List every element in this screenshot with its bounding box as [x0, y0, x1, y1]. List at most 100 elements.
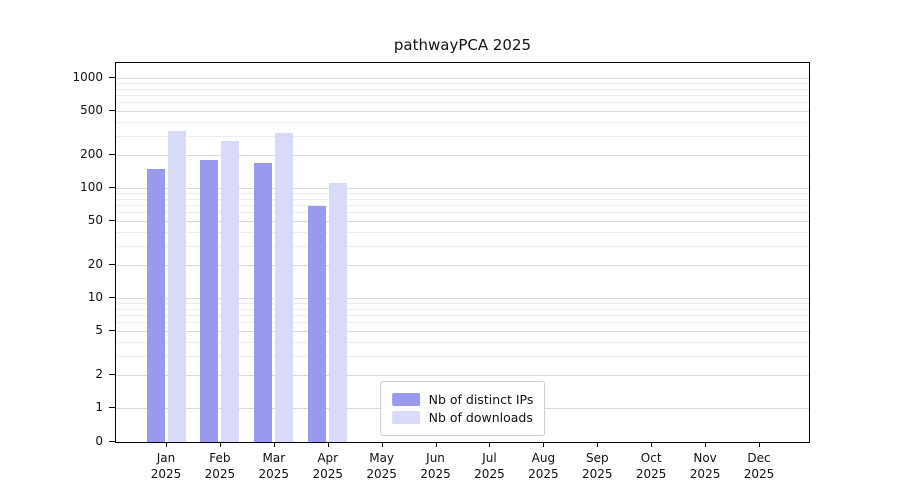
y-tick-mark [109, 263, 115, 265]
gridline-minor [116, 193, 809, 195]
x-tick-label: Jun 2025 [404, 450, 468, 482]
x-tick-label: Feb 2025 [188, 450, 252, 482]
x-tick-label: Dec 2025 [727, 450, 791, 482]
gridline-major [116, 331, 809, 333]
y-tick-label: 5 [95, 323, 103, 338]
gridline-minor [116, 88, 809, 90]
x-tick-month: Nov [693, 451, 717, 465]
x-tick-month: Aug [531, 451, 556, 465]
y-tick-label: 10 [87, 290, 103, 304]
plot-area: Nb of distinct IPs Nb of downloads [115, 62, 810, 443]
y-tick-label: 0 [95, 434, 103, 448]
gridline-minor [116, 95, 809, 97]
x-tick-year: 2025 [204, 467, 236, 481]
x-tick-label: Mar 2025 [242, 450, 306, 482]
x-tick-year: 2025 [312, 467, 343, 481]
x-tick-year: 2025 [635, 467, 667, 481]
gridline-minor [116, 315, 809, 317]
gridline-major [116, 78, 809, 79]
x-tick-year: 2025 [420, 467, 451, 481]
x-tick-mark [651, 443, 653, 447]
gridline-minor [116, 355, 809, 357]
y-tick-mark [109, 153, 115, 155]
y-tick-mark [109, 330, 115, 332]
gridline-major [116, 221, 809, 223]
gridline-major [116, 154, 809, 156]
y-tick-mark [109, 187, 115, 188]
y-tick-mark [109, 407, 115, 408]
y-tick-label: 20 [87, 256, 103, 271]
y-tick-label: 500 [80, 103, 103, 118]
gridline-minor [116, 245, 809, 247]
x-tick-label: Jan 2025 [134, 450, 198, 482]
x-tick-label: Aug 2025 [511, 450, 575, 482]
legend-entry: Nb of downloads [391, 410, 534, 425]
x-tick-label: May 2025 [350, 450, 414, 482]
x-tick-year: 2025 [474, 467, 505, 481]
y-tick-label: 50 [87, 213, 103, 228]
x-tick-month: Feb [209, 451, 231, 465]
bar-nb-of-distinct-ips-apr [308, 206, 327, 442]
gridline-major [116, 374, 809, 376]
gridline-minor [116, 205, 809, 207]
gridline-major [116, 111, 809, 113]
gridline-minor [116, 303, 809, 305]
bar-nb-of-distinct-ips-feb [200, 159, 219, 442]
gridline-minor [116, 198, 809, 200]
x-tick-year: 2025 [258, 467, 290, 481]
gridline-minor [116, 102, 809, 104]
y-tick-mark [109, 441, 115, 442]
x-tick-month: Jun [426, 451, 445, 465]
chart-title: pathwayPCA 2025 [393, 36, 532, 54]
legend-entry: Nb of distinct IPs [391, 392, 533, 407]
legend-swatch-nb-of-downloads [391, 411, 420, 424]
gridline-minor [116, 212, 809, 214]
x-tick-year: 2025 [689, 467, 721, 481]
x-tick-label: Oct 2025 [619, 450, 683, 482]
x-tick-mark [166, 443, 167, 447]
bar-nb-of-downloads-apr [329, 183, 348, 442]
bar-nb-of-distinct-ips-jan [146, 168, 165, 442]
bar-nb-of-downloads-mar [275, 133, 294, 442]
x-tick-year: 2025 [150, 467, 182, 481]
y-tick-label: 1000 [72, 70, 103, 84]
x-tick-month: Dec [747, 451, 771, 465]
x-tick-mark [327, 443, 329, 447]
legend-swatch-nb-of-distinct-ips [391, 393, 420, 406]
y-tick-mark [109, 220, 115, 222]
x-tick-year: 2025 [528, 467, 559, 481]
x-tick-year: 2025 [743, 467, 775, 481]
y-tick-label: 200 [80, 146, 103, 161]
y-tick-label: 100 [80, 180, 103, 194]
gridline-minor [116, 121, 809, 123]
legend-label: Nb of downloads [428, 410, 533, 425]
x-tick-mark [381, 443, 383, 447]
y-tick-mark [109, 297, 115, 298]
x-tick-mark [435, 443, 437, 447]
y-tick-mark [109, 373, 115, 375]
bar-nb-of-distinct-ips-mar [254, 162, 273, 442]
x-tick-label: Sep 2025 [565, 450, 629, 482]
gridline-major [116, 188, 809, 189]
x-tick-mark [219, 443, 221, 447]
gridline-minor [116, 231, 809, 233]
x-tick-mark [759, 443, 760, 447]
x-tick-label: Jul 2025 [457, 450, 521, 482]
x-tick-month: May [369, 451, 395, 465]
x-tick-month: Jan [156, 451, 176, 465]
x-tick-month: Oct [640, 451, 662, 465]
x-tick-mark [597, 443, 599, 447]
x-tick-mark [543, 443, 545, 447]
x-tick-mark [489, 443, 491, 447]
x-tick-mark [273, 443, 275, 447]
gridline-minor [116, 308, 809, 310]
x-tick-month: Apr [317, 451, 339, 465]
x-tick-mark [705, 443, 707, 447]
gridline-minor [116, 322, 809, 324]
x-tick-month: Sep [585, 451, 609, 465]
y-tick-label: 2 [95, 366, 103, 381]
y-tick-mark [109, 110, 115, 112]
x-tick-year: 2025 [366, 467, 397, 481]
bar-nb-of-downloads-jan [167, 130, 186, 442]
